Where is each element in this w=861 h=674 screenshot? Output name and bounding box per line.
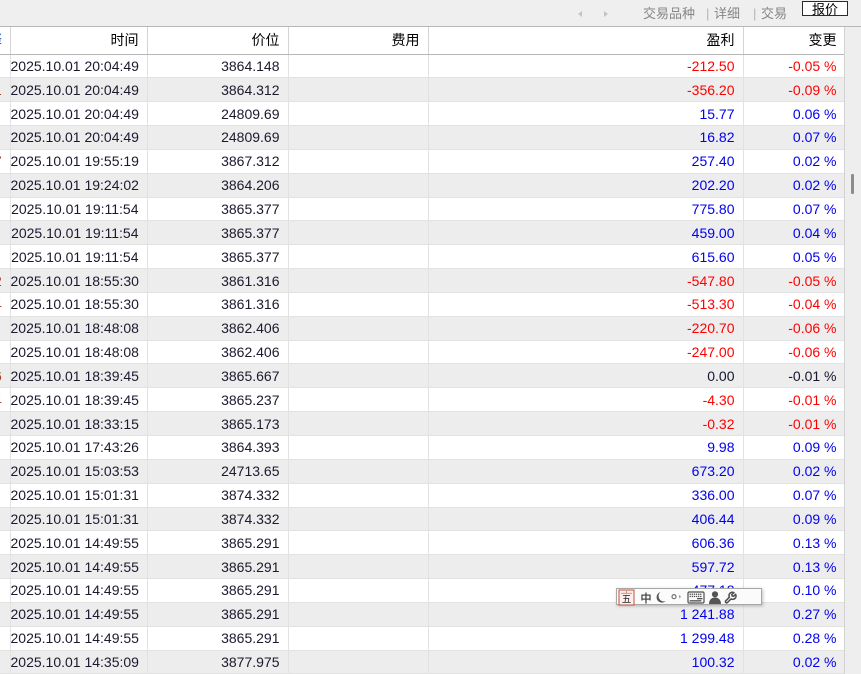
svg-text:中: 中 (641, 591, 652, 605)
svg-text:五: 五 (622, 595, 632, 606)
